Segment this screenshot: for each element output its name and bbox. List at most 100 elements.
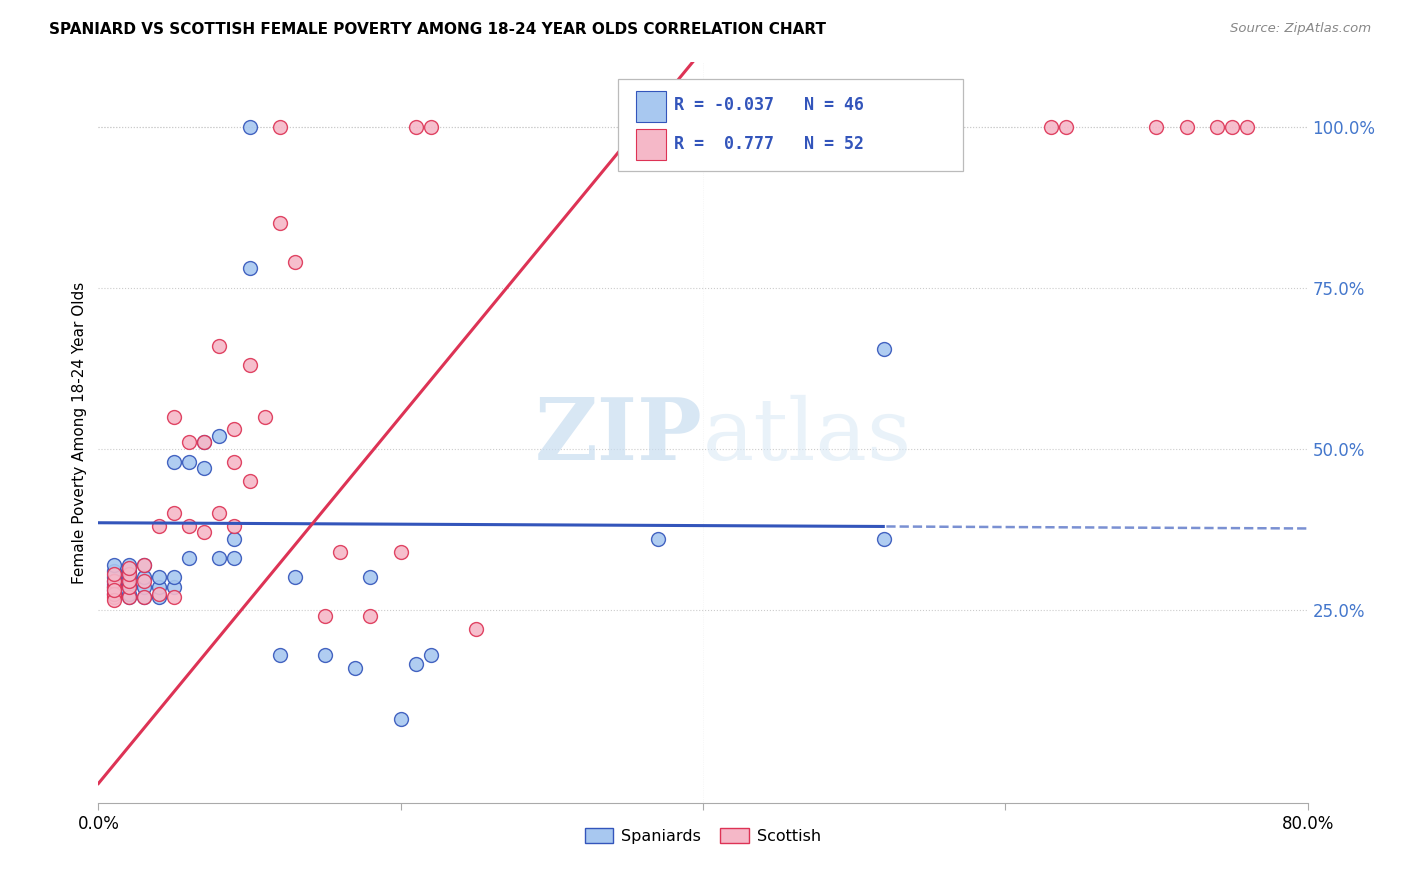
FancyBboxPatch shape bbox=[619, 78, 963, 171]
Point bbox=[118, 590, 141, 604]
Point bbox=[284, 255, 307, 269]
Point bbox=[179, 435, 201, 450]
Point bbox=[148, 519, 170, 533]
Point bbox=[103, 593, 125, 607]
Point bbox=[103, 580, 125, 594]
Point bbox=[103, 558, 125, 572]
Point bbox=[118, 574, 141, 588]
Point bbox=[208, 339, 231, 353]
Point bbox=[103, 570, 125, 584]
Point bbox=[132, 590, 155, 604]
Point bbox=[118, 590, 141, 604]
Point bbox=[132, 574, 155, 588]
Text: R = -0.037   N = 46: R = -0.037 N = 46 bbox=[673, 96, 863, 114]
Point bbox=[103, 590, 125, 604]
Point bbox=[103, 577, 125, 591]
Point bbox=[239, 120, 262, 134]
Point bbox=[420, 648, 443, 662]
Text: ZIP: ZIP bbox=[536, 394, 703, 478]
Point bbox=[163, 570, 186, 584]
Point bbox=[420, 120, 443, 134]
Point bbox=[163, 409, 186, 424]
Point bbox=[193, 525, 215, 540]
Point bbox=[163, 454, 186, 468]
Legend: Spaniards, Scottish: Spaniards, Scottish bbox=[578, 822, 828, 850]
Point bbox=[103, 586, 125, 600]
Point bbox=[103, 583, 125, 598]
Point bbox=[1144, 120, 1167, 134]
Point bbox=[148, 590, 170, 604]
Point bbox=[163, 580, 186, 594]
Point bbox=[118, 580, 141, 594]
Point bbox=[647, 532, 669, 546]
Point bbox=[465, 622, 488, 636]
Text: SPANIARD VS SCOTTISH FEMALE POVERTY AMONG 18-24 YEAR OLDS CORRELATION CHART: SPANIARD VS SCOTTISH FEMALE POVERTY AMON… bbox=[49, 22, 827, 37]
Point bbox=[193, 435, 215, 450]
Point bbox=[193, 435, 215, 450]
Point bbox=[103, 564, 125, 578]
Point bbox=[132, 558, 155, 572]
Bar bbox=[637, 129, 665, 161]
Point bbox=[224, 532, 246, 546]
Point bbox=[132, 570, 155, 584]
Point bbox=[389, 545, 412, 559]
Point bbox=[1054, 120, 1077, 134]
Point bbox=[314, 609, 336, 624]
Point bbox=[118, 558, 141, 572]
Point bbox=[179, 551, 201, 566]
Point bbox=[132, 590, 155, 604]
Point bbox=[1175, 120, 1198, 134]
Point bbox=[208, 429, 231, 443]
Point bbox=[269, 648, 291, 662]
Point bbox=[344, 660, 367, 674]
Point bbox=[284, 570, 307, 584]
Point bbox=[360, 570, 382, 584]
Point bbox=[148, 586, 170, 600]
Point bbox=[132, 580, 155, 594]
Text: R =  0.777   N = 52: R = 0.777 N = 52 bbox=[673, 135, 863, 153]
Point bbox=[118, 586, 141, 600]
Point bbox=[118, 561, 141, 575]
Point bbox=[405, 657, 427, 672]
Y-axis label: Female Poverty Among 18-24 Year Olds: Female Poverty Among 18-24 Year Olds bbox=[72, 282, 87, 583]
Point bbox=[269, 216, 291, 230]
Bar bbox=[637, 91, 665, 121]
Point bbox=[103, 580, 125, 594]
Point bbox=[179, 454, 201, 468]
Point bbox=[873, 532, 896, 546]
Point bbox=[224, 422, 246, 436]
Point bbox=[179, 519, 201, 533]
Point bbox=[118, 567, 141, 582]
Point bbox=[103, 567, 125, 582]
Point bbox=[360, 609, 382, 624]
Point bbox=[103, 574, 125, 588]
Point bbox=[103, 586, 125, 600]
Point bbox=[208, 506, 231, 520]
Point bbox=[118, 564, 141, 578]
Text: atlas: atlas bbox=[703, 395, 912, 478]
Point bbox=[1206, 120, 1229, 134]
Point bbox=[873, 342, 896, 356]
Point bbox=[118, 577, 141, 591]
Point bbox=[208, 551, 231, 566]
Point bbox=[253, 409, 276, 424]
Point bbox=[163, 506, 186, 520]
Point bbox=[132, 558, 155, 572]
Point bbox=[269, 120, 291, 134]
Point bbox=[1039, 120, 1062, 134]
Point bbox=[148, 570, 170, 584]
Point bbox=[224, 519, 246, 533]
Point bbox=[103, 574, 125, 588]
Point bbox=[239, 474, 262, 488]
Point bbox=[163, 590, 186, 604]
Point bbox=[329, 545, 352, 559]
Point bbox=[224, 551, 246, 566]
Point bbox=[239, 261, 262, 276]
Point bbox=[239, 358, 262, 372]
Point bbox=[1220, 120, 1243, 134]
Point bbox=[193, 461, 215, 475]
Point bbox=[1236, 120, 1258, 134]
Text: Source: ZipAtlas.com: Source: ZipAtlas.com bbox=[1230, 22, 1371, 36]
Point bbox=[405, 120, 427, 134]
Point bbox=[148, 580, 170, 594]
